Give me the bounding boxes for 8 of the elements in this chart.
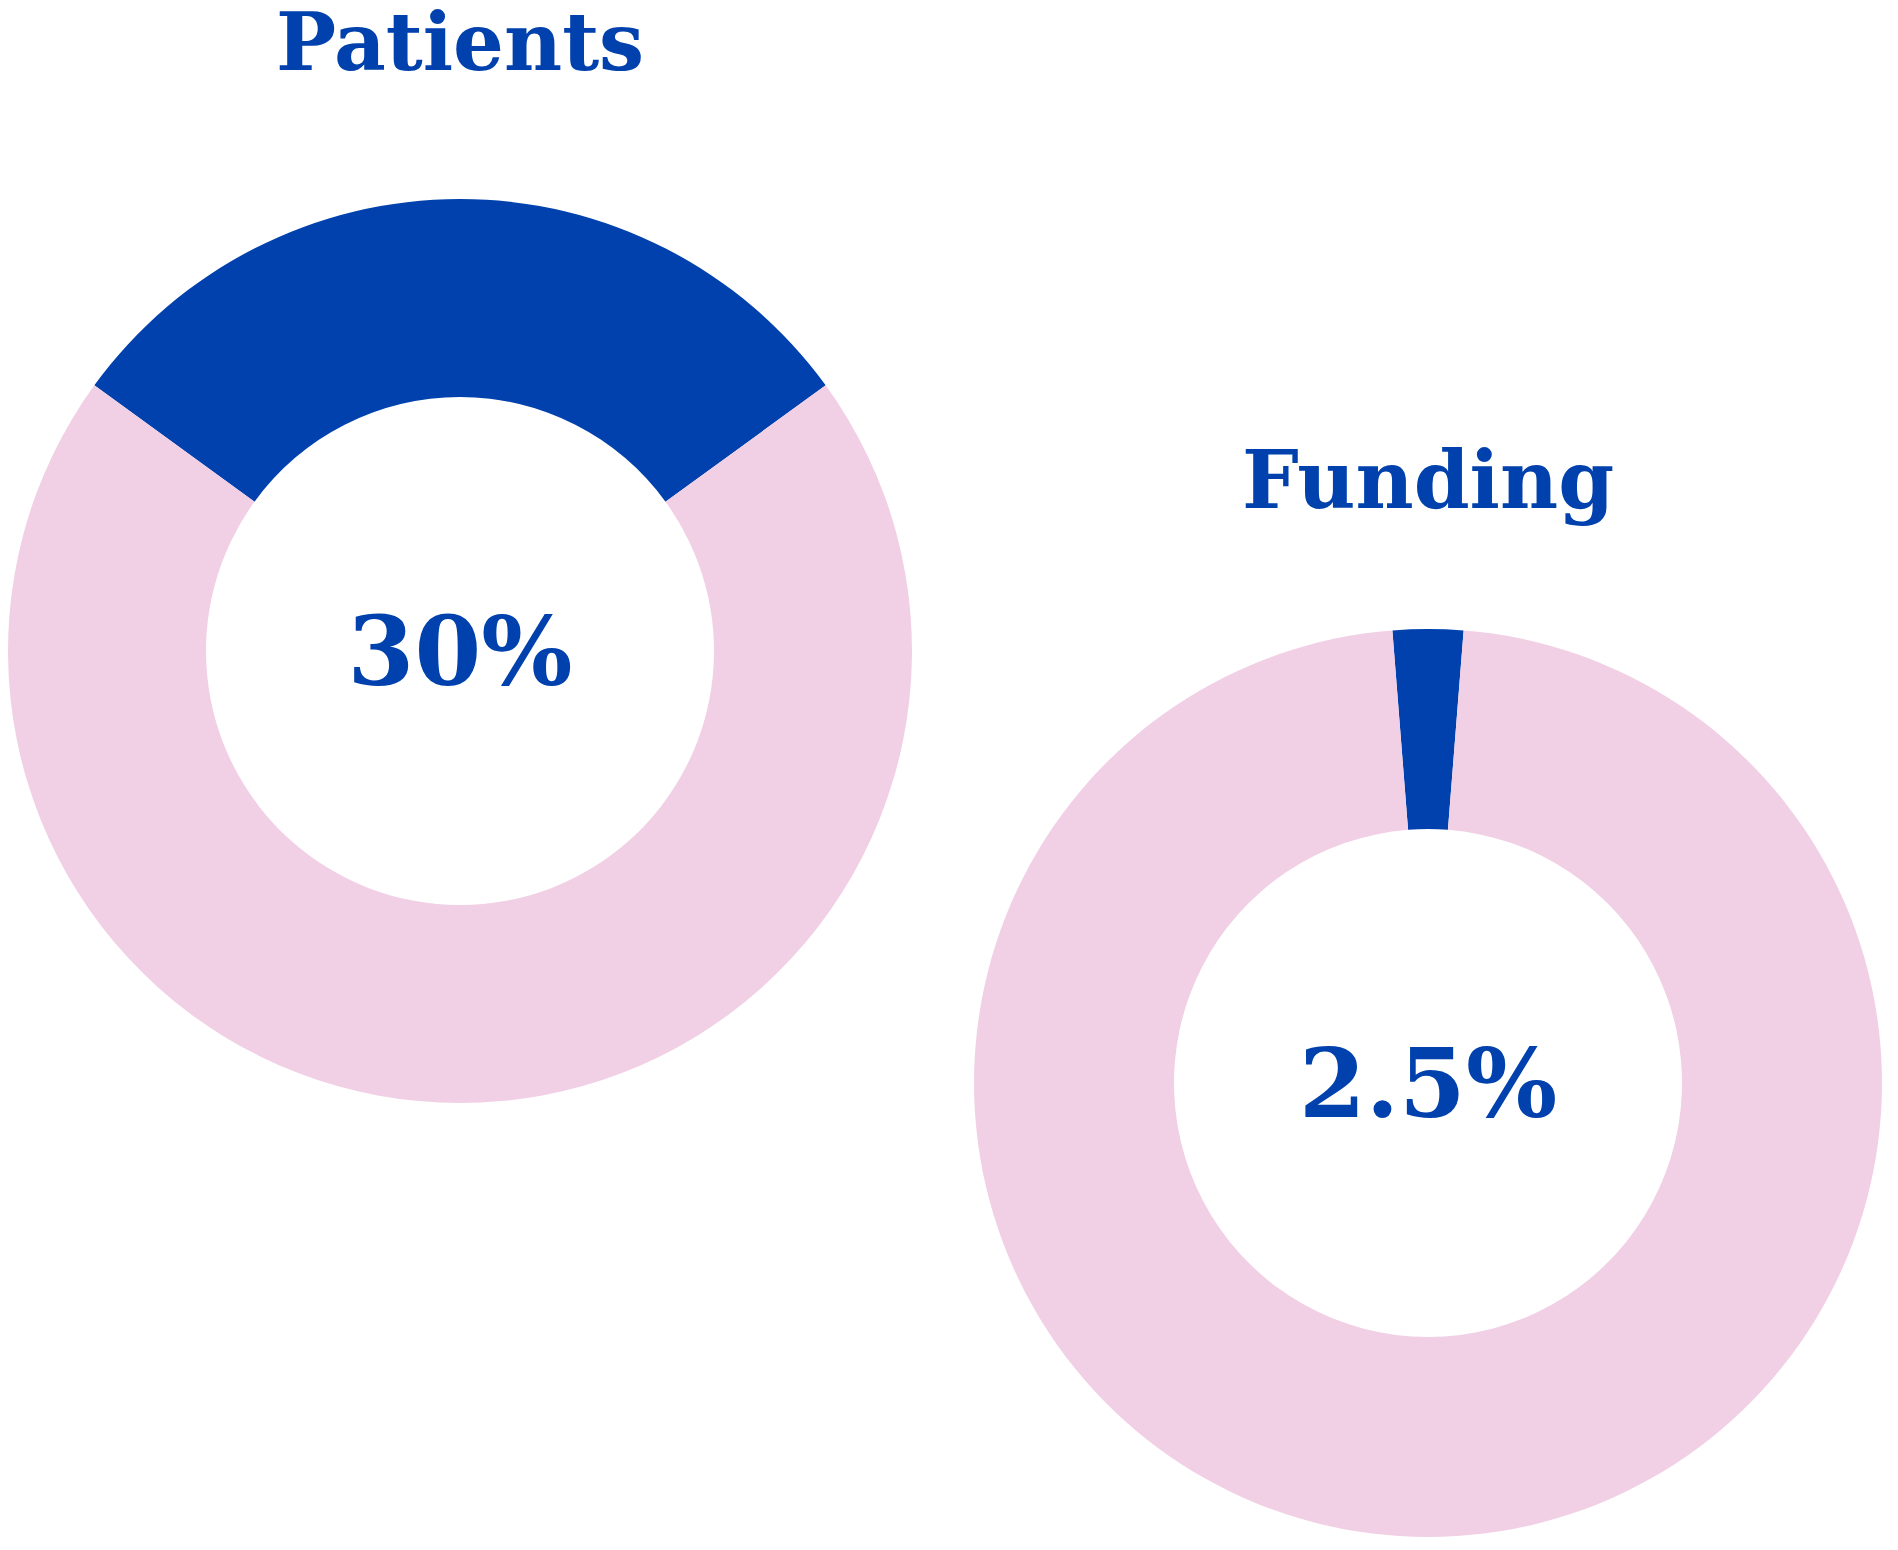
chart-title: Patients — [275, 0, 645, 89]
donut-slice — [94, 199, 826, 502]
text: 2.5% — [1298, 1026, 1558, 1140]
chart-title: Funding — [1241, 433, 1615, 527]
donut-slice — [8, 385, 912, 1103]
text: 30% — [347, 594, 573, 708]
donut-slice — [974, 630, 1882, 1537]
donut-slice — [1392, 629, 1464, 830]
